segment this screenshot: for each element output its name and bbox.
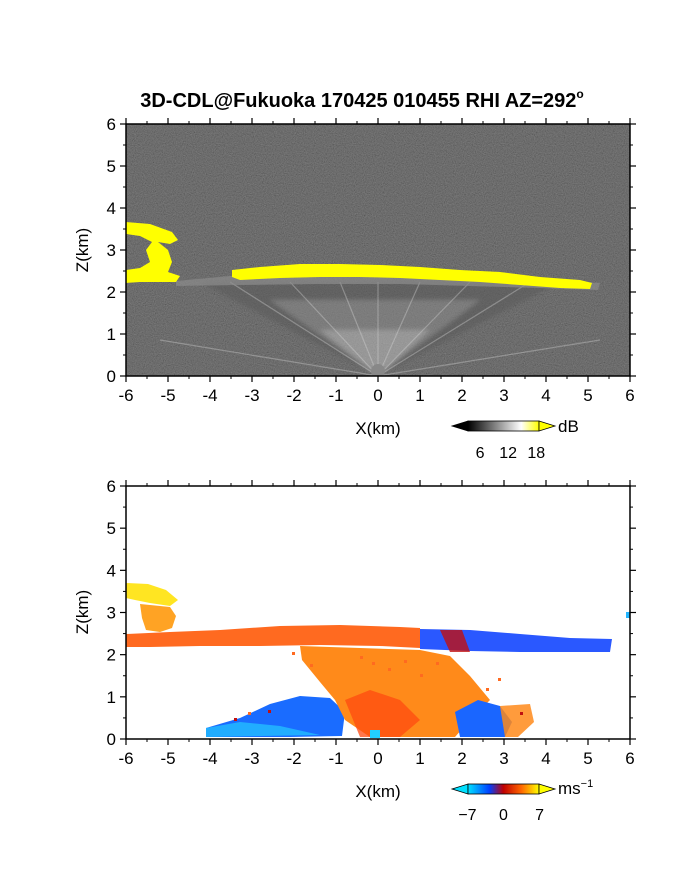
intensity-x-tick-label: -1 xyxy=(328,386,343,405)
velocity-y-tick-label: 6 xyxy=(107,477,116,496)
velocity-x-tick-label: 2 xyxy=(457,749,466,768)
velocity-x-axis-label: X(km) xyxy=(355,782,400,801)
intensity-y-tick-label: 3 xyxy=(107,241,116,260)
intensity-x-tick-label: 2 xyxy=(457,386,466,405)
velocity-upper-echo-top xyxy=(126,583,178,606)
velocity-bl-core xyxy=(345,690,420,737)
velocity-y-tick-label: 3 xyxy=(107,604,116,623)
intensity-y-tick-label: 6 xyxy=(107,115,116,134)
velocity-colorbar-unit: ms−1 xyxy=(558,778,593,798)
velocity-x-tick-label: -3 xyxy=(244,749,259,768)
intensity-x-tick-label: 3 xyxy=(499,386,508,405)
velocity-colorbar-tick-label: 0 xyxy=(499,807,508,824)
intensity-axes: -6 -5 -4 -3 -2 -1 0 1 2 3 4 5 6 0 1 2 3 4 5 6 xyxy=(107,115,636,405)
intensity-colorbar-gradient xyxy=(467,420,540,432)
intensity-radar-site xyxy=(371,364,385,376)
velocity-bl-center xyxy=(300,646,490,737)
intensity-y-axis-label: Z(km) xyxy=(73,228,92,272)
velocity-x-tick-label: 0 xyxy=(373,749,382,768)
intensity-y-tick-label: 0 xyxy=(107,367,116,386)
velocity-bl-east xyxy=(455,700,512,737)
velocity-x-tick-label: 1 xyxy=(415,749,424,768)
intensity-y-tick-label: 2 xyxy=(107,283,116,302)
velocity-field xyxy=(126,583,630,738)
intensity-colorbar-low-arrow xyxy=(450,420,469,432)
velocity-site-marker xyxy=(370,730,380,738)
velocity-colorbar-high-arrow xyxy=(538,783,557,795)
velocity-y-tick-label: 4 xyxy=(107,561,116,580)
velocity-x-tick-label: -2 xyxy=(286,749,301,768)
intensity-colorbar-unit: dB xyxy=(558,417,579,436)
intensity-colorbar-tick-label: 18 xyxy=(527,445,545,462)
intensity-x-tick-label: 6 xyxy=(625,386,634,405)
velocity-layer-east xyxy=(420,629,612,652)
intensity-colorbar-tick-label: 6 xyxy=(476,445,485,462)
velocity-layer-west xyxy=(126,625,420,648)
velocity-x-tick-label: 5 xyxy=(583,749,592,768)
velocity-speckles xyxy=(234,612,630,721)
intensity-x-tick-label: 4 xyxy=(541,386,550,405)
intensity-x-tick-label: -6 xyxy=(118,386,133,405)
velocity-axes: -6 -5 -4 -3 -2 -1 0 1 2 3 4 5 6 0 1 2 3 4 5 6 xyxy=(107,477,636,768)
intensity-x-tick-label: 1 xyxy=(415,386,424,405)
intensity-upper-echo xyxy=(126,222,180,283)
velocity-x-tick-label: -6 xyxy=(118,749,133,768)
intensity-colorbar-high-arrow xyxy=(538,420,557,432)
velocity-colorbar-tick-label: −7 xyxy=(458,807,476,824)
velocity-colorbar-ticks: −7 0 7 xyxy=(458,807,544,824)
velocity-y-tick-label: 1 xyxy=(107,688,116,707)
intensity-x-tick-label: 0 xyxy=(373,386,382,405)
velocity-colorbar-tick-label: 7 xyxy=(535,807,544,824)
intensity-x-tick-label: -2 xyxy=(286,386,301,405)
velocity-panel: -6 -5 -4 -3 -2 -1 0 1 2 3 4 5 6 0 1 2 3 4 5 6 X(km) Z(km) −… xyxy=(73,477,636,824)
intensity-x-tick-label: -5 xyxy=(160,386,175,405)
velocity-layer-mix xyxy=(440,630,470,652)
chart-title: 3D-CDL@Fukuoka 170425 010455 RHI AZ=292o xyxy=(140,87,584,112)
intensity-colorbar: 6 12 18 dB xyxy=(450,417,579,462)
velocity-colorbar: −7 0 7 ms−1 xyxy=(450,778,593,824)
velocity-y-axis-label: Z(km) xyxy=(73,590,92,634)
velocity-x-tick-label: -4 xyxy=(202,749,217,768)
velocity-y-tick-label: 0 xyxy=(107,730,116,749)
intensity-cloud-layer xyxy=(232,264,592,289)
intensity-x-tick-label: -3 xyxy=(244,386,259,405)
velocity-bl-east-echo xyxy=(500,704,534,737)
velocity-x-tick-label: 3 xyxy=(499,749,508,768)
intensity-colorbar-ticks: 6 12 18 xyxy=(476,445,546,462)
intensity-y-tick-label: 5 xyxy=(107,157,116,176)
intensity-ground-fan xyxy=(200,282,560,376)
intensity-y-tick-label: 4 xyxy=(107,199,116,218)
velocity-x-tick-label: 4 xyxy=(541,749,550,768)
velocity-y-tick-label: 2 xyxy=(107,646,116,665)
velocity-colorbar-gradient xyxy=(467,783,540,795)
velocity-x-tick-label: 6 xyxy=(625,749,634,768)
velocity-x-tick-label: -1 xyxy=(328,749,343,768)
intensity-x-axis-label: X(km) xyxy=(355,419,400,438)
velocity-x-tick-label: -5 xyxy=(160,749,175,768)
velocity-y-tick-label: 5 xyxy=(107,519,116,538)
velocity-upper-echo-lower xyxy=(140,604,176,632)
velocity-bl-west-edge xyxy=(206,722,320,737)
intensity-field xyxy=(126,222,601,376)
intensity-x-tick-label: 5 xyxy=(583,386,592,405)
velocity-colorbar-low-arrow xyxy=(450,783,469,795)
intensity-colorbar-tick-label: 12 xyxy=(499,445,517,462)
intensity-y-tick-label: 1 xyxy=(107,325,116,344)
intensity-x-tick-label: -4 xyxy=(202,386,217,405)
intensity-fan-rays xyxy=(159,281,601,376)
